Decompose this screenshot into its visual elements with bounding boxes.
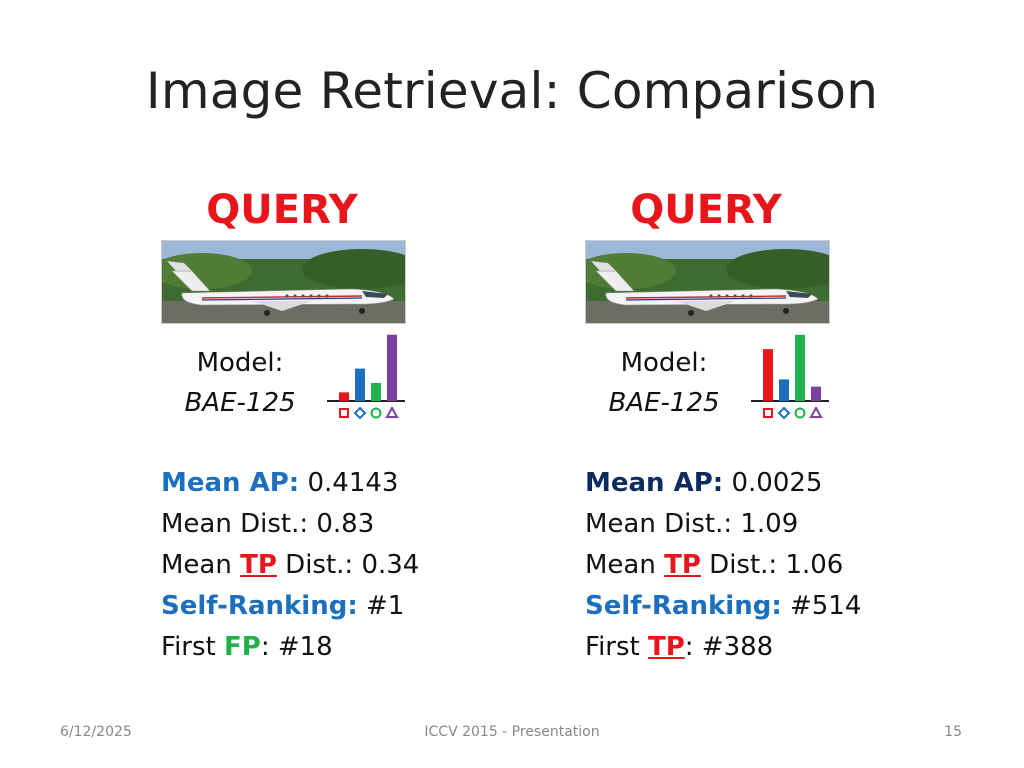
diamond-icon: [353, 406, 367, 420]
slide-number: 15: [944, 724, 962, 740]
circle-icon: [794, 407, 806, 419]
mean-tp-prefix: Mean: [585, 550, 665, 580]
tp-highlight: TP: [664, 550, 701, 580]
model-info: Model: BAE-125: [160, 343, 320, 423]
mini-bar: [779, 379, 789, 401]
query-airplane-image: [585, 240, 830, 324]
fp-highlight: FP: [223, 632, 261, 662]
mean-ap-label: Mean AP:: [585, 468, 724, 498]
mean-tp-suffix: Dist.: 1.06: [700, 550, 844, 580]
airplane-illustration: [586, 241, 829, 323]
model-info: Model: BAE-125: [584, 343, 744, 423]
mini-bar: [811, 386, 821, 401]
stat-first: First FP: #18: [161, 627, 419, 668]
self-ranking-value: #1: [357, 591, 405, 621]
mean-ap-value: 0.4143: [299, 468, 399, 498]
mini-bar-chart: [751, 334, 829, 420]
slide-title: Image Retrieval: Comparison: [145, 62, 879, 120]
mean-tp-suffix: Dist.: 0.34: [276, 550, 420, 580]
self-ranking-label: Self-Ranking:: [585, 591, 782, 621]
mini-bar-chart: [327, 334, 405, 420]
stat-first: First TP: #388: [585, 627, 861, 668]
mini-bar: [387, 334, 397, 401]
query-airplane-image: [161, 240, 406, 324]
model-label: Model:: [196, 348, 284, 378]
first-prefix: First: [161, 632, 224, 662]
query-label: QUERY: [630, 187, 782, 233]
stat-mean-dist: Mean Dist.: 1.09: [585, 509, 799, 539]
square-icon: [339, 408, 349, 418]
stats-block: Mean AP: 0.4143 Mean Dist.: 0.83 Mean TP…: [161, 463, 419, 668]
mini-bar: [763, 349, 773, 401]
mean-tp-prefix: Mean: [161, 550, 241, 580]
stat-self-ranking: Self-Ranking: #514: [585, 586, 861, 627]
mini-bar: [355, 368, 365, 401]
stat-self-ranking: Self-Ranking: #1: [161, 586, 419, 627]
square-icon: [763, 408, 773, 418]
stats-block: Mean AP: 0.0025 Mean Dist.: 1.09 Mean TP…: [585, 463, 861, 668]
model-name: BAE-125: [608, 388, 720, 418]
mini-bar: [339, 392, 349, 401]
circle-icon: [370, 407, 382, 419]
mean-ap-value: 0.0025: [723, 468, 823, 498]
tp-highlight: TP: [647, 632, 685, 662]
mini-bar: [795, 334, 805, 401]
stat-mean-dist: Mean Dist.: 0.83: [161, 509, 375, 539]
first-prefix: First: [585, 632, 648, 662]
triangle-icon: [809, 405, 823, 418]
query-label: QUERY: [206, 187, 358, 233]
self-ranking-value: #514: [781, 591, 862, 621]
tp-highlight: TP: [240, 550, 277, 580]
stat-mean-tp-dist: Mean TP Dist.: 1.06: [585, 545, 861, 586]
triangle-icon: [385, 405, 399, 418]
stat-mean-tp-dist: Mean TP Dist.: 0.34: [161, 545, 419, 586]
stat-mean-ap: Mean AP: 0.4143: [161, 463, 419, 504]
mean-ap-label: Mean AP:: [161, 468, 300, 498]
model-label: Model:: [620, 348, 708, 378]
model-name: BAE-125: [184, 388, 296, 418]
footer-date: 6/12/2025: [60, 724, 132, 740]
query-panel-right: QUERY Model: BAE-125 Mean AP: 0.0025 Mea…: [584, 185, 914, 675]
airplane-illustration: [162, 241, 405, 323]
first-suffix: : #388: [684, 632, 774, 662]
stat-mean-ap: Mean AP: 0.0025: [585, 463, 861, 504]
first-suffix: : #18: [260, 632, 333, 662]
mini-bar: [371, 383, 381, 401]
footer-title: ICCV 2015 - Presentation: [424, 724, 600, 740]
self-ranking-label: Self-Ranking:: [161, 591, 358, 621]
query-panel-left: QUERY Model: BAE-125 Mean AP: 0.4143 Mea…: [160, 185, 490, 675]
diamond-icon: [777, 406, 791, 420]
